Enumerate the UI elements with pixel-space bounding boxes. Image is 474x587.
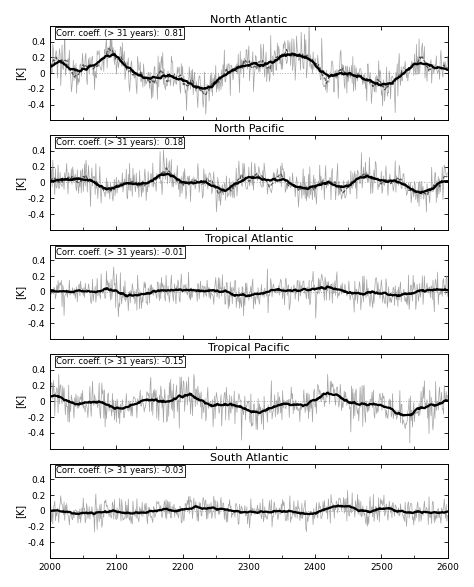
Text: Corr. coeff. (> 31 years):  0.18: Corr. coeff. (> 31 years): 0.18 xyxy=(56,138,183,147)
Y-axis label: [K]: [K] xyxy=(15,285,25,299)
Text: Corr. coeff. (> 31 years): -0.15: Corr. coeff. (> 31 years): -0.15 xyxy=(56,357,183,366)
Text: Corr. coeff. (> 31 years):  0.81: Corr. coeff. (> 31 years): 0.81 xyxy=(56,29,183,38)
Text: Corr. coeff. (> 31 years): -0.01: Corr. coeff. (> 31 years): -0.01 xyxy=(56,248,183,257)
Title: Tropical Pacific: Tropical Pacific xyxy=(208,343,290,353)
Y-axis label: [K]: [K] xyxy=(15,504,25,518)
Y-axis label: [K]: [K] xyxy=(15,66,25,80)
Title: North Atlantic: North Atlantic xyxy=(210,15,287,25)
Text: Corr. coeff. (> 31 years): -0.03: Corr. coeff. (> 31 years): -0.03 xyxy=(56,467,183,475)
Title: North Pacific: North Pacific xyxy=(214,124,284,134)
Y-axis label: [K]: [K] xyxy=(15,394,25,409)
Title: Tropical Atlantic: Tropical Atlantic xyxy=(205,234,293,244)
Title: South Atlantic: South Atlantic xyxy=(210,453,288,463)
Y-axis label: [K]: [K] xyxy=(15,176,25,190)
